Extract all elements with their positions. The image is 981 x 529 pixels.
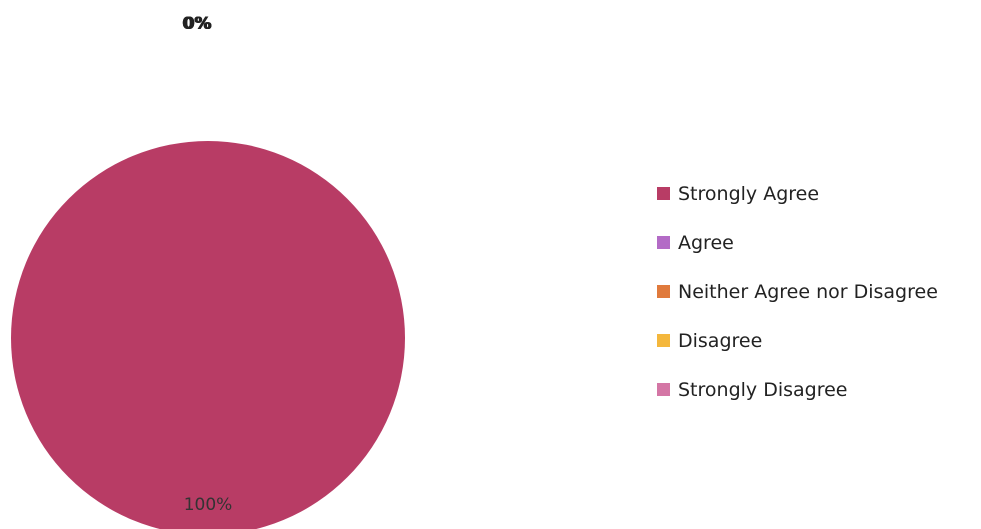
pie-slice-strongly-agree [11,141,405,529]
legend-item-strongly-disagree: Strongly Disagree [657,379,847,401]
legend-item-agree: Agree [657,232,734,254]
zero-value-labels: 0%0%0%0% [182,14,212,34]
legend-label-strongly-disagree: Strongly Disagree [678,379,847,401]
data-label-strongly-disagree: 0% [182,14,211,34]
legend-label-disagree: Disagree [678,330,762,352]
legend-label-neither-agree-nor-disagree: Neither Agree nor Disagree [678,281,938,303]
legend-swatch-strongly-agree [657,187,670,200]
legend: Strongly Agree Agree Neither Agree nor Dis… [657,183,938,401]
legend-swatch-disagree [657,334,670,347]
legend-swatch-neither-agree-nor-disagree [657,285,670,298]
legend-item-neither-agree-nor-disagree: Neither Agree nor Disagree [657,281,938,303]
data-label-disagree: 0% [183,14,212,34]
legend-swatch-agree [657,236,670,249]
legend-item-disagree: Disagree [657,330,762,352]
pie-data-labels: 100% [184,495,233,515]
legend-item-strongly-agree: Strongly Agree [657,183,819,205]
data-label-agree: 0% [183,14,212,34]
data-label-neither-agree-nor-disagree: 0% [182,14,211,34]
pie-slices [11,141,405,529]
legend-swatch-strongly-disagree [657,383,670,396]
legend-label-agree: Agree [678,232,734,254]
data-label-strongly-agree: 100% [184,495,233,515]
legend-label-strongly-agree: Strongly Agree [678,183,819,205]
